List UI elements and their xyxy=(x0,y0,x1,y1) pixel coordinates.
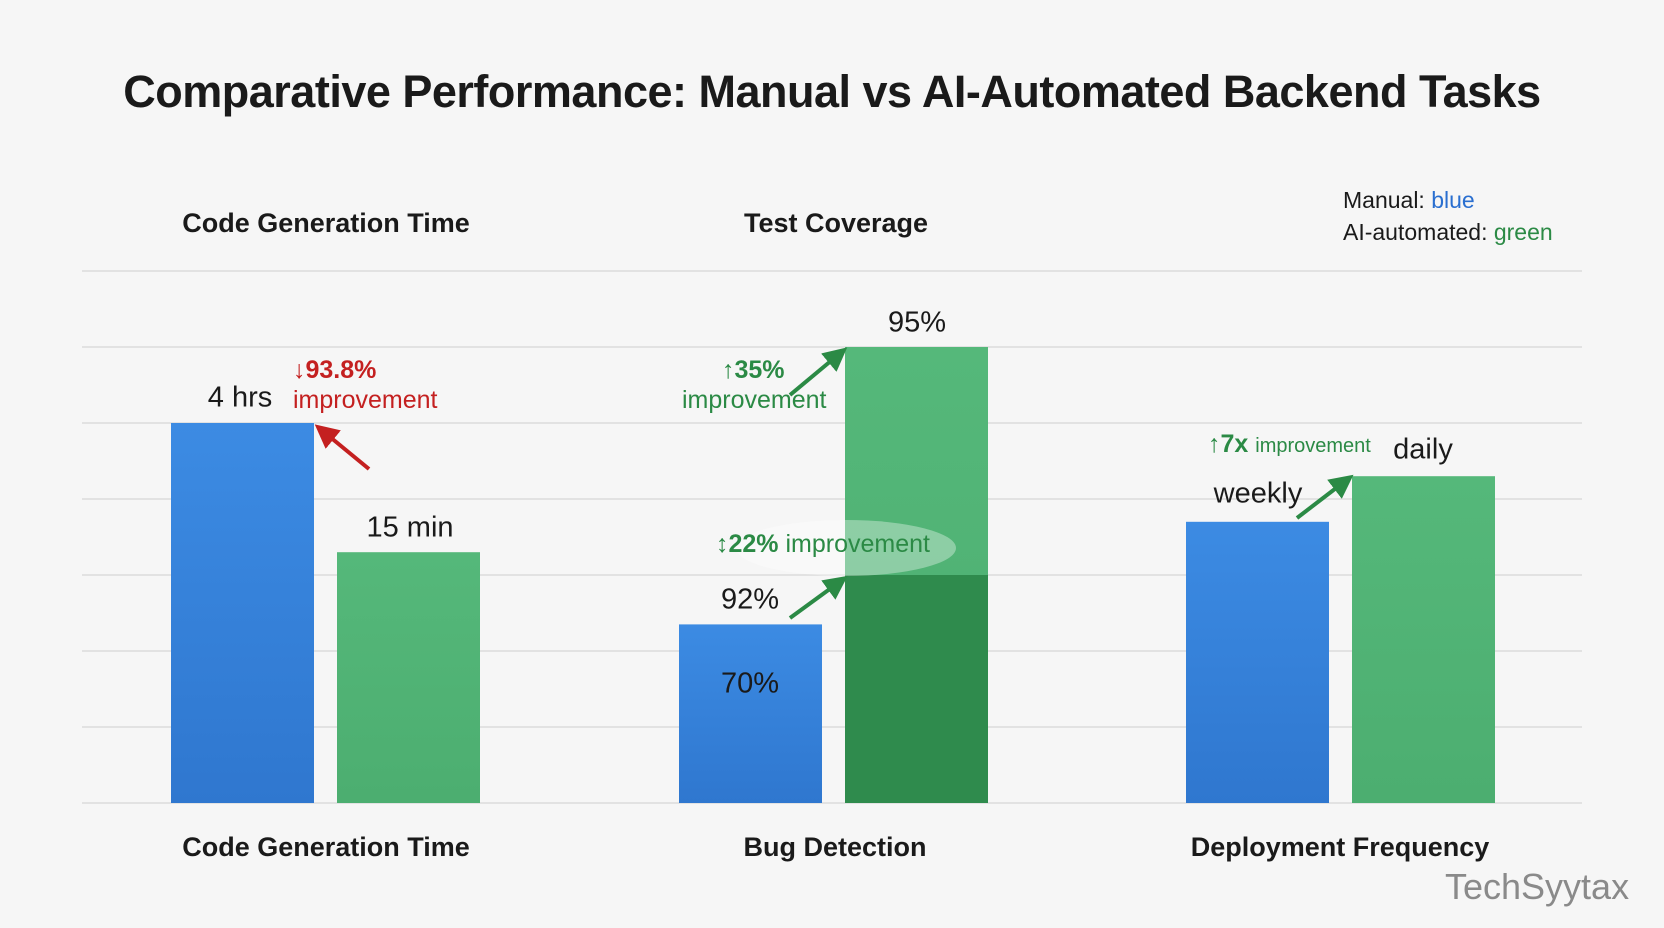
annotation-value: 93.8% xyxy=(305,356,377,384)
down-arrow-icon: ↓ xyxy=(293,356,306,384)
manual-bar-2 xyxy=(1186,521,1329,803)
legend-manual: Manual: blue xyxy=(1343,187,1475,214)
value-label-ai-code: 15 min xyxy=(366,511,454,544)
legend-ai-label: AI-automated: xyxy=(1343,219,1488,245)
watermark: TechSyytax xyxy=(1445,866,1630,907)
legend-ai-color: green xyxy=(1493,219,1553,245)
manual-bar-1 xyxy=(679,624,822,803)
annotation-bug: ↕22% improvement xyxy=(716,530,930,559)
top-label-test-coverage: Test Coverage xyxy=(743,208,929,238)
annotation-text: improvement xyxy=(785,530,931,558)
increase-arrow-icon xyxy=(1295,474,1354,520)
value-label-manual-deploy: weekly xyxy=(1213,477,1303,510)
increase-arrow-icon xyxy=(788,575,848,620)
legend-ai: AI-automated: green xyxy=(1343,219,1553,246)
value-label-manual-bug: 70% xyxy=(720,667,780,700)
annotation-code-text: improvement xyxy=(293,386,438,414)
value-label-ai-deploy: daily xyxy=(1393,433,1453,466)
up-arrow-icon: ↑ xyxy=(722,356,735,384)
annotation-deploy: ↑7x improvement xyxy=(1208,430,1371,459)
ai-bar-2 xyxy=(1352,476,1495,803)
annotation-code-value: ↓93.8% xyxy=(293,356,376,385)
manual-bar-0 xyxy=(171,423,314,803)
annotation-text: improvement xyxy=(1255,435,1371,457)
highlight-glow xyxy=(736,520,956,576)
ai-bar-0 xyxy=(337,552,480,803)
category-label-code: Code Generation Time xyxy=(182,832,470,862)
chart-title: Comparative Performance: Manual vs AI-Au… xyxy=(123,66,1541,117)
annotation-value: 35% xyxy=(734,356,785,384)
value-label-manual-code: 4 hrs xyxy=(207,381,273,414)
legend-manual-label: Manual: xyxy=(1343,187,1425,213)
category-label-deploy: Deployment Frequency xyxy=(1190,832,1490,862)
value-label-ai-bug: 95% xyxy=(887,306,947,339)
value-label-segment: 92% xyxy=(720,583,780,616)
annotation-value: 22% xyxy=(728,530,779,558)
annotation-coverage-text: improvement xyxy=(682,386,827,414)
top-label-code-generation: Code Generation Time xyxy=(182,208,470,238)
annotation-value: 7x xyxy=(1220,430,1249,458)
increase-arrow-icon xyxy=(788,347,848,397)
up-down-arrow-icon: ↕ xyxy=(716,530,729,558)
ai-bar-segment xyxy=(845,575,988,803)
annotation-coverage-value: ↑35% xyxy=(722,356,785,385)
up-arrow-icon: ↑ xyxy=(1208,430,1221,458)
decrease-arrow-icon xyxy=(314,424,371,471)
category-label-bug: Bug Detection xyxy=(743,832,927,862)
legend-manual-color: blue xyxy=(1431,187,1475,213)
